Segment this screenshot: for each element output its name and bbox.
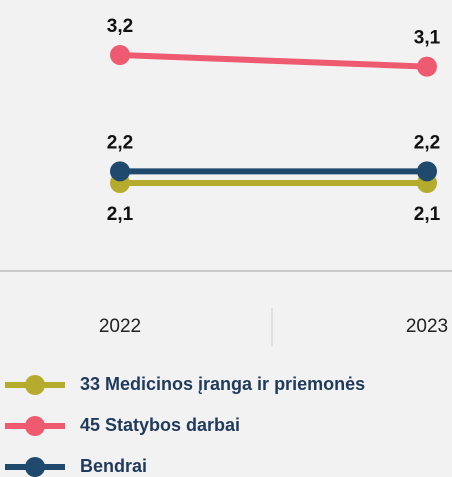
data-label: 2,1 [414,204,441,225]
line [119,52,428,70]
legend-dot [25,375,45,395]
legend-dot [25,457,45,477]
data-label: 3,2 [107,16,133,37]
data-label: 2,2 [414,132,440,153]
legend-label: 33 Medicinos įranga ir priemonės [80,374,365,394]
data-label: 2,1 [107,204,134,225]
point [417,56,437,77]
x-tick-label: 2023 [406,316,448,337]
data-label: 2,2 [107,132,133,153]
data-label: 3,1 [414,28,441,49]
point [110,45,130,65]
legend-label: 45 Statybos darbai [80,415,240,435]
x-tick-label: 2022 [99,316,141,337]
point [417,161,437,182]
legend-label: Bendrai [80,456,147,476]
point [110,161,130,182]
legend-dot [25,416,45,436]
